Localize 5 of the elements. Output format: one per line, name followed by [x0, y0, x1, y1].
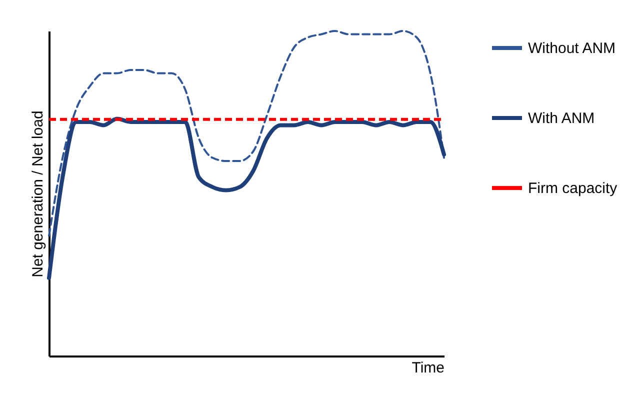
legend-label: Firm capacity: [528, 180, 618, 197]
legend-label: Without ANM: [528, 40, 616, 57]
legend-label: With ANM: [528, 110, 595, 127]
y-axis-title: Net generation / Net load: [30, 110, 46, 278]
x-axis-title: Time: [412, 360, 444, 376]
